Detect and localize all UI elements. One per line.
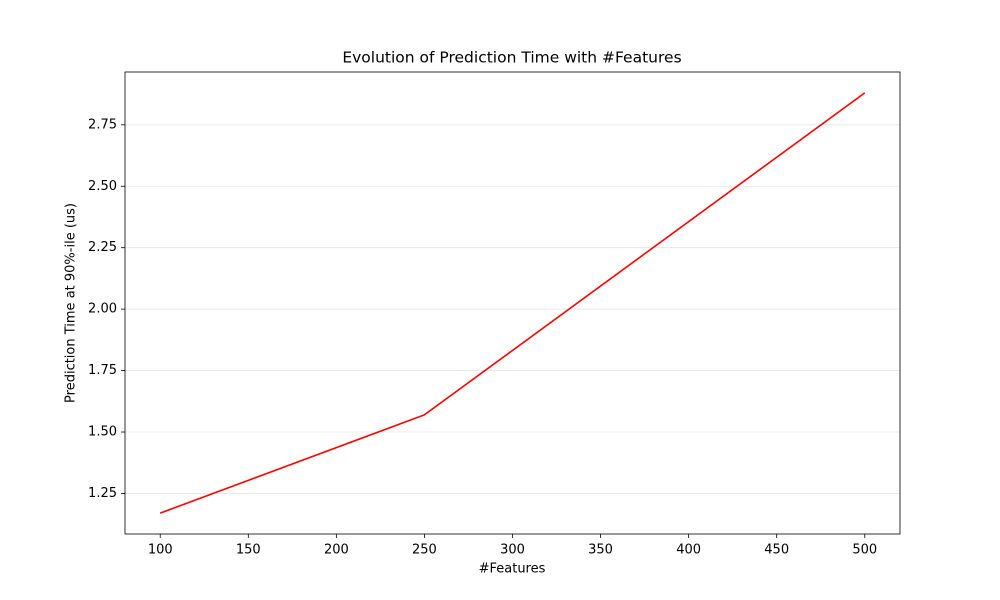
plot-frame (124, 71, 901, 535)
y-tick-label: 2.50 (88, 179, 117, 194)
y-axis-label: Prediction Time at 90%-ile (us) (64, 203, 79, 403)
y-tick-label: 1.25 (88, 486, 117, 501)
y-tick-label: 2.75 (88, 117, 117, 132)
x-tick-label: 200 (324, 543, 349, 558)
x-tick-label: 150 (236, 543, 261, 558)
chart-title: Evolution of Prediction Time with #Featu… (342, 49, 681, 67)
y-tick-label: 1.75 (88, 363, 117, 378)
y-tick-label: 1.50 (88, 425, 117, 440)
x-tick-label: 500 (852, 543, 877, 558)
y-tick-label: 2.00 (88, 302, 117, 317)
x-tick-label: 100 (148, 543, 173, 558)
data-line (159, 92, 866, 514)
x-tick-label: 450 (764, 543, 789, 558)
x-tick-label: 350 (588, 543, 613, 558)
x-tick-label: 300 (500, 543, 525, 558)
x-tick-label: 250 (412, 543, 437, 558)
x-axis-label: #Features (479, 562, 546, 577)
y-tick-label: 2.25 (88, 240, 117, 255)
x-tick-label: 400 (676, 543, 701, 558)
